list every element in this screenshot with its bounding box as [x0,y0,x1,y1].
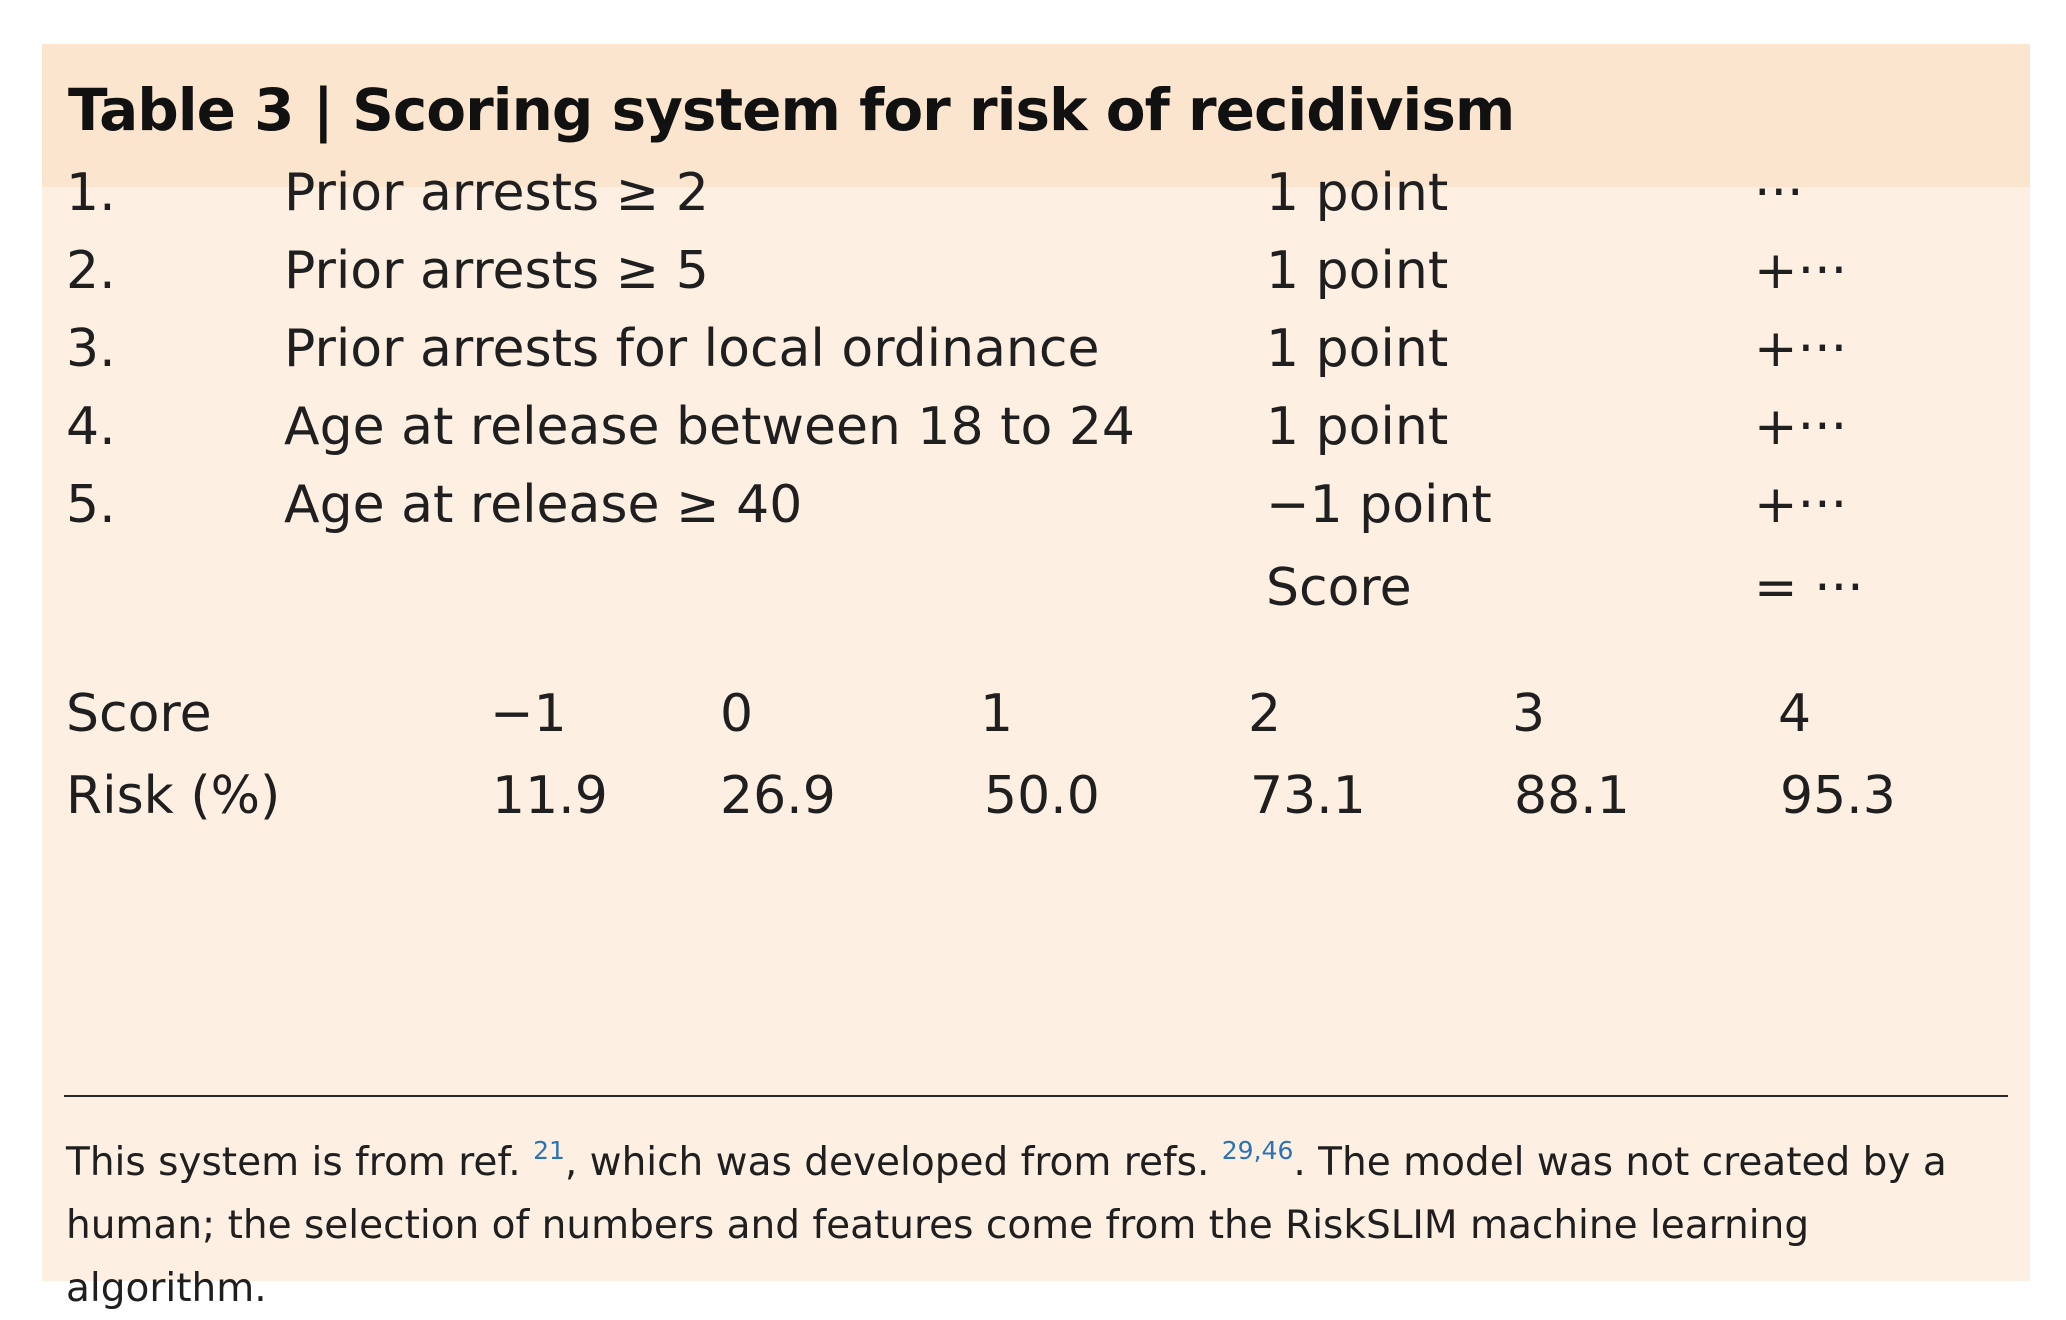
rule-number: 2. [66,241,116,301]
risk-row-label: Risk (%) [66,766,281,826]
rule-accumulator: +··· [1754,319,1848,379]
score-row-label: Score [66,684,212,744]
rule-points: 1 point [1266,163,1449,223]
rule-accumulator: +··· [1754,397,1848,457]
table-header: Table 3 | Scoring system for risk of rec… [42,44,2030,187]
rule-condition: Age at release ≥ 40 [284,475,803,535]
rule-points: 1 point [1266,319,1449,379]
score-value: −1 [490,684,567,744]
score-value: 0 [720,684,754,744]
rule-points: −1 point [1266,475,1492,535]
table-footnote: This system is from ref. 21, which was d… [66,1119,2016,1320]
table-panel: Table 3 | Scoring system for risk of rec… [42,44,2030,1311]
risk-value: 73.1 [1250,766,1366,826]
total-score-label: Score [1266,558,1412,618]
footnote-text: , which was developed from refs. [564,1140,1222,1185]
score-value: 1 [980,684,1014,744]
table-title: Table 3 | Scoring system for risk of rec… [68,76,1515,144]
rule-accumulator: +··· [1754,241,1848,301]
risk-value: 88.1 [1514,766,1630,826]
rule-points: 1 point [1266,397,1449,457]
footnote-text: This system is from ref. [66,1140,534,1185]
total-score-accumulator: = ··· [1754,558,1864,618]
risk-value: 11.9 [492,766,608,826]
rule-number: 5. [66,475,116,535]
risk-value: 95.3 [1780,766,1896,826]
score-value: 2 [1248,684,1282,744]
rule-points: 1 point [1266,241,1449,301]
score-value: 3 [1512,684,1546,744]
rule-number: 1. [66,163,116,223]
rule-condition: Age at release between 18 to 24 [284,397,1136,457]
risk-value: 50.0 [984,766,1100,826]
rule-number: 4. [66,397,116,457]
table-divider [64,1095,2008,1097]
rule-accumulator: ··· [1754,163,1804,223]
score-value: 4 [1778,684,1812,744]
rule-condition: Prior arrests ≥ 5 [284,241,709,301]
reference-link[interactable]: 29,46 [1221,1136,1294,1165]
rule-number: 3. [66,319,116,379]
rule-condition: Prior arrests ≥ 2 [284,163,709,223]
reference-link[interactable]: 21 [533,1136,565,1165]
rule-condition: Prior arrests for local ordinance [284,319,1100,379]
rule-accumulator: +··· [1754,475,1848,535]
risk-value: 26.9 [720,766,836,826]
